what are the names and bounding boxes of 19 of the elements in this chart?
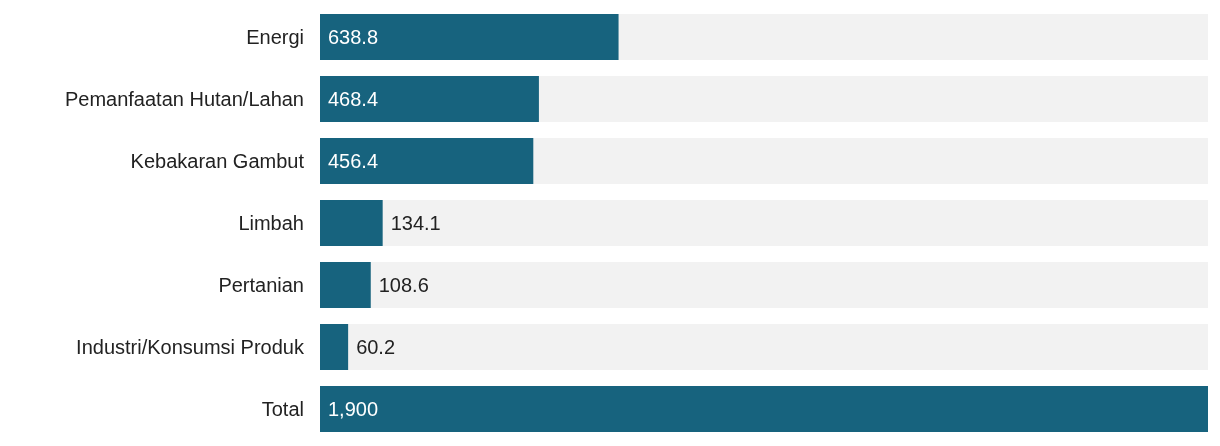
data-label: 134.1 — [390, 212, 441, 234]
data-label: 456.4 — [328, 150, 379, 172]
bar — [320, 200, 383, 246]
bar — [320, 138, 534, 184]
y-tick-label: Pemanfaatan Hutan/Lahan — [64, 88, 304, 111]
y-tick-label: Pertanian — [218, 274, 304, 297]
y-tick-label: Industri/Konsumsi Produk — [76, 336, 305, 359]
bar — [320, 76, 539, 122]
data-label: 638.8 — [328, 26, 379, 48]
y-tick-label: Kebakaran Gambut — [130, 150, 305, 173]
y-tick-label: Limbah — [238, 212, 304, 235]
data-label: 60.2 — [356, 336, 396, 358]
y-tick-label: Total — [261, 398, 304, 421]
bar — [320, 262, 371, 308]
y-tick-label: Energi — [246, 26, 304, 49]
data-label: 468.4 — [328, 88, 379, 110]
bar — [320, 324, 349, 370]
data-label: 108.6 — [378, 274, 429, 296]
data-label: 1,900 — [328, 398, 379, 420]
